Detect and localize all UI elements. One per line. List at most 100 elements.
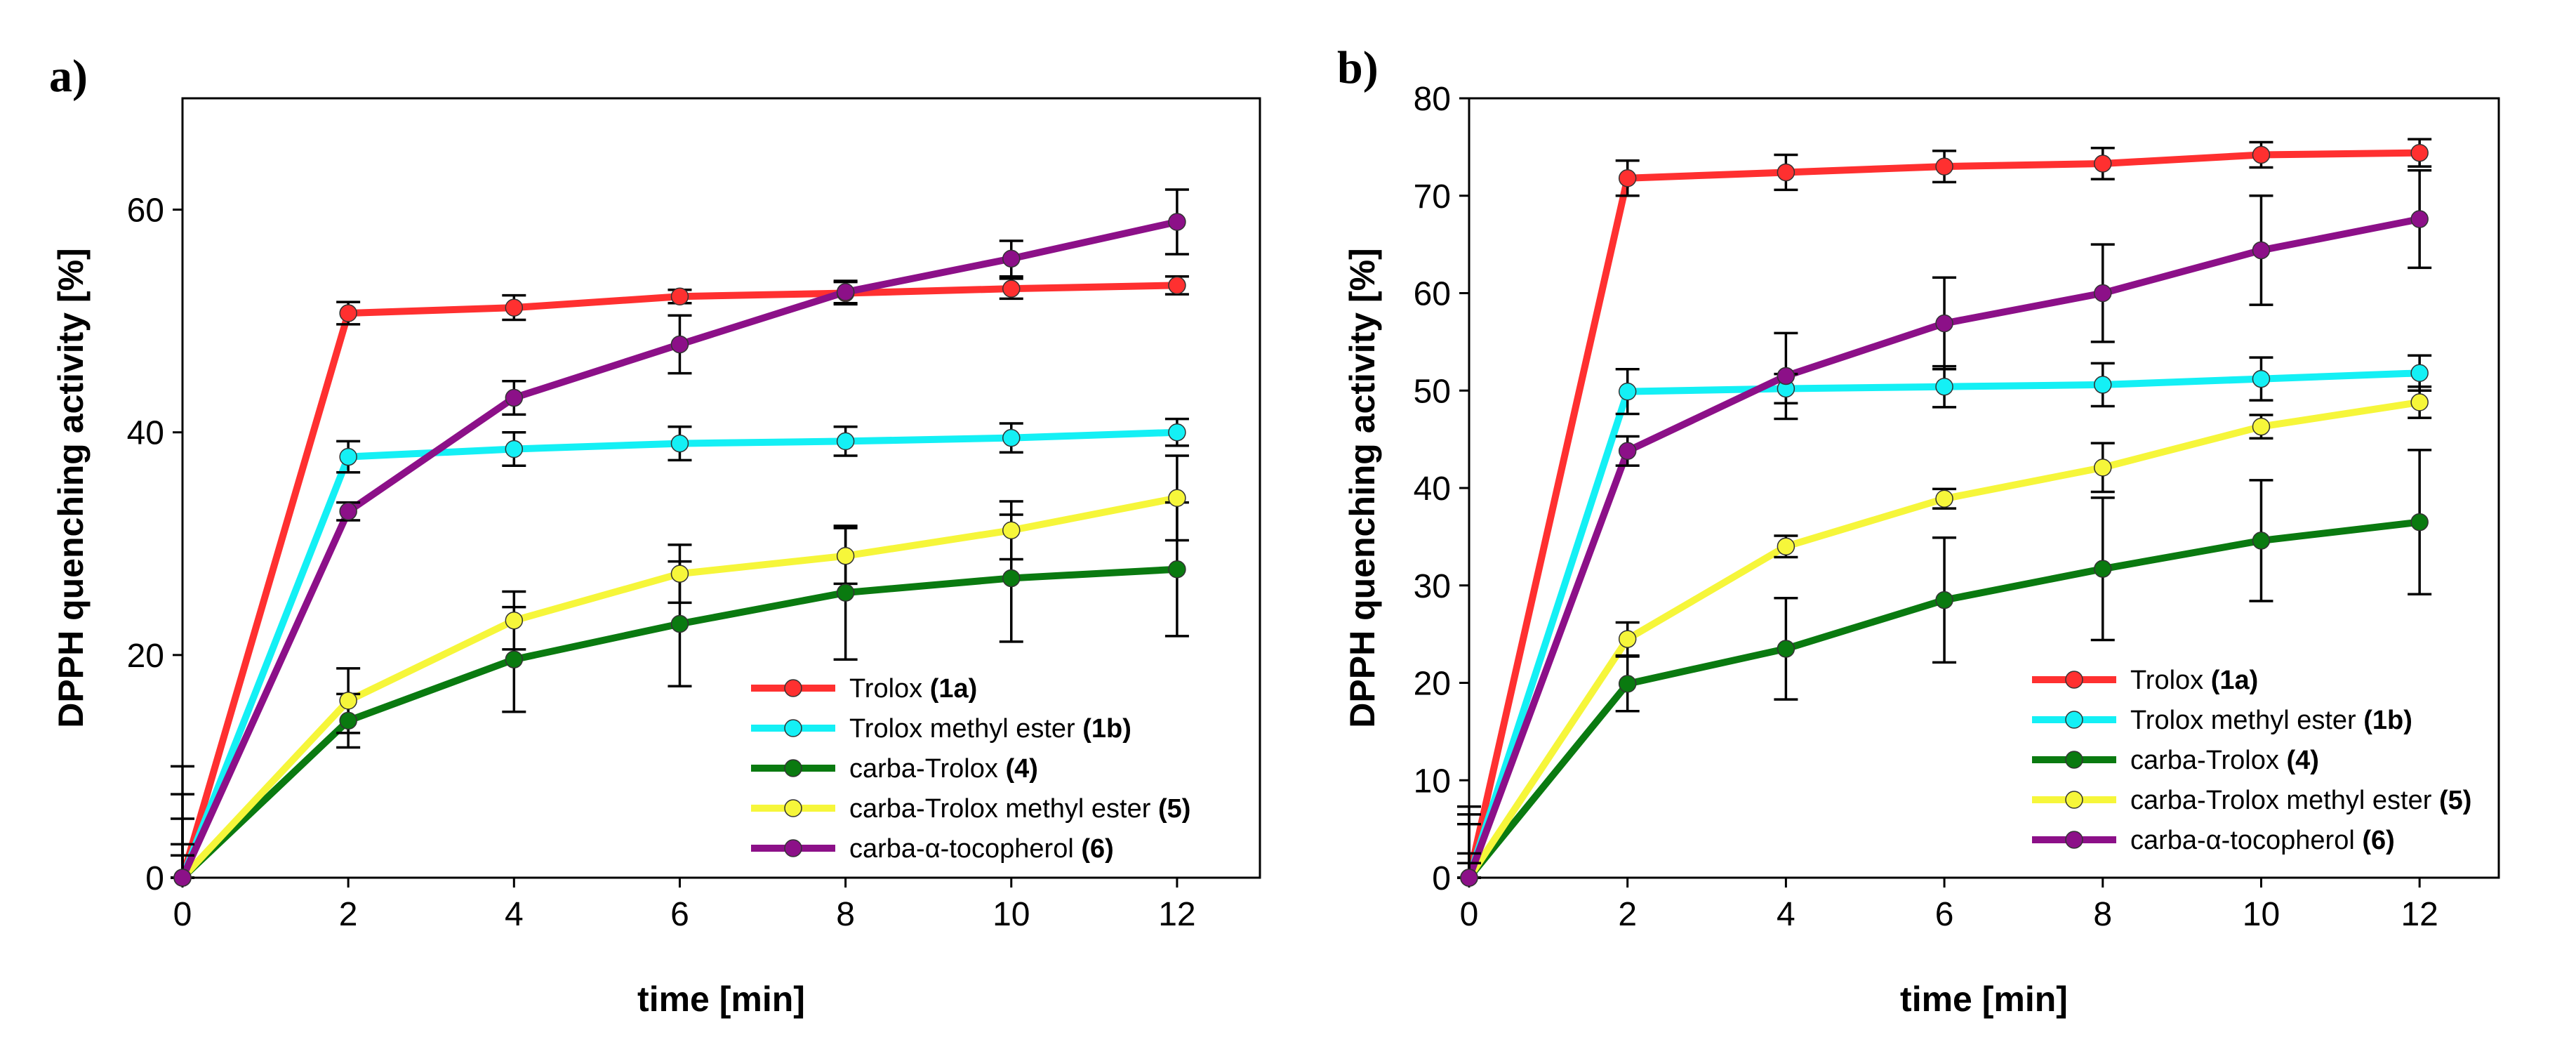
legend-name: Trolox methyl ester xyxy=(849,714,1082,744)
x-axis-title: time [min] xyxy=(637,980,805,1019)
legend: Trolox (1a) Trolox methyl ester (1b) carba… xyxy=(751,674,1190,864)
legend-entry: carba-Trolox (4) xyxy=(849,754,1038,784)
data-point xyxy=(2252,241,2271,260)
legend-marker xyxy=(784,759,802,777)
legend-marker xyxy=(784,839,802,857)
legend-entry: Trolox methyl ester (1b) xyxy=(2130,706,2412,735)
x-tick-label: 2 xyxy=(339,896,358,933)
data-point xyxy=(2410,513,2429,532)
data-point xyxy=(1168,560,1186,579)
legend-compound-label: (1a) xyxy=(2211,666,2259,695)
data-point xyxy=(670,614,689,633)
data-point xyxy=(505,650,524,668)
data-point xyxy=(339,304,357,322)
x-tick-label: 12 xyxy=(2401,896,2438,933)
legend-name: Trolox methyl ester xyxy=(2130,706,2363,735)
data-point xyxy=(2094,376,2112,394)
x-tick-label: 2 xyxy=(1618,896,1637,933)
x-tick-label: 10 xyxy=(2243,896,2280,933)
data-point xyxy=(1002,279,1021,298)
x-tick-label: 6 xyxy=(1935,896,1954,933)
data-point xyxy=(1777,367,1795,385)
data-point xyxy=(2094,284,2112,303)
legend-marker xyxy=(784,799,802,817)
data-point xyxy=(1002,428,1021,447)
data-point xyxy=(1002,521,1021,540)
legend-marker xyxy=(2065,791,2083,809)
data-point xyxy=(2410,393,2429,411)
legend: Trolox (1a) Trolox methyl ester (1b) carba… xyxy=(2032,666,2471,855)
data-point xyxy=(505,611,524,630)
legend-marker xyxy=(2065,671,2083,689)
data-point xyxy=(2410,143,2429,162)
data-point xyxy=(1002,249,1021,268)
data-point xyxy=(339,711,357,730)
data-point xyxy=(836,583,855,602)
data-point xyxy=(1935,377,1953,396)
data-point xyxy=(1618,382,1637,401)
legend-compound-label: (1b) xyxy=(2363,706,2412,735)
y-tick-label: 80 xyxy=(1414,81,1451,118)
legend-compound-label: (5) xyxy=(1158,794,1190,824)
series-points-4 xyxy=(173,213,1186,887)
data-point xyxy=(2094,154,2112,173)
data-point xyxy=(1935,489,1953,508)
data-point xyxy=(173,869,192,887)
data-point xyxy=(2252,145,2271,164)
data-point xyxy=(2094,459,2112,477)
chart-panel-b: b) 0 2 4 6 8 10 12 0 10 20 30 40 50 60 70 80 time [min] DP… xyxy=(1337,42,2500,1019)
plot-frame xyxy=(181,97,1261,879)
legend-name: carba-Trolox methyl ester xyxy=(849,794,1158,824)
legend-compound-label: (4) xyxy=(1005,754,1037,784)
legend-entry: Trolox methyl ester (1b) xyxy=(849,714,1131,744)
data-point xyxy=(2252,369,2271,388)
legend-name: carba-Trolox methyl ester xyxy=(2130,786,2439,815)
data-point xyxy=(836,283,855,301)
data-point xyxy=(1168,213,1186,231)
legend-entry: carba-Trolox methyl ester (5) xyxy=(2130,786,2471,815)
legend-entry: carba-α-tocopherol (6) xyxy=(2130,826,2395,855)
data-point xyxy=(505,388,524,407)
x-tick-label: 8 xyxy=(836,896,855,933)
data-point xyxy=(339,502,357,521)
x-tick-label: 12 xyxy=(1158,896,1195,933)
legend-compound-label: (6) xyxy=(1081,834,1113,864)
legend-marker xyxy=(784,679,802,697)
legend-name: carba-Trolox xyxy=(2130,746,2286,775)
y-tick-label: 10 xyxy=(1414,763,1451,800)
data-point xyxy=(1935,157,1953,176)
data-point xyxy=(2410,364,2429,383)
legend-compound-label: (4) xyxy=(2286,746,2318,775)
data-point xyxy=(1168,489,1186,508)
data-point xyxy=(670,565,689,583)
legend-name: Trolox xyxy=(2130,666,2211,695)
y-tick-label: 20 xyxy=(1414,666,1451,703)
x-tick-label: 0 xyxy=(173,896,192,933)
x-tick-label: 10 xyxy=(992,896,1030,933)
y-axis-title: DPPH quenching activity [%] xyxy=(1343,248,1382,727)
panel-label: b) xyxy=(1337,42,1379,93)
data-point xyxy=(836,432,855,451)
data-point xyxy=(339,692,357,710)
y-tick-label: 40 xyxy=(127,415,164,452)
y-tick-label: 20 xyxy=(127,638,164,675)
legend-marker xyxy=(2065,711,2083,729)
data-point xyxy=(1935,314,1953,333)
data-point xyxy=(505,298,524,317)
data-point xyxy=(1618,630,1637,648)
legend-entry: carba-α-tocopherol (6) xyxy=(849,834,1114,864)
series-points-4 xyxy=(1460,210,2429,887)
data-point xyxy=(1777,537,1795,555)
legend-marker xyxy=(2065,831,2083,849)
data-point xyxy=(1618,442,1637,461)
y-tick-label: 50 xyxy=(1414,373,1451,410)
legend-marker xyxy=(784,719,802,737)
data-point xyxy=(339,447,357,466)
data-point xyxy=(1935,591,1953,609)
legend-compound-label: (1a) xyxy=(930,674,978,704)
legend-entry: Trolox (1a) xyxy=(849,674,977,704)
y-tick-label: 30 xyxy=(1414,568,1451,605)
panel-label: a) xyxy=(49,51,88,102)
chart-panel-a: a) 0 2 4 6 8 10 12 0 20 40 60 time [min] DPPH quenchi… xyxy=(49,51,1261,1019)
